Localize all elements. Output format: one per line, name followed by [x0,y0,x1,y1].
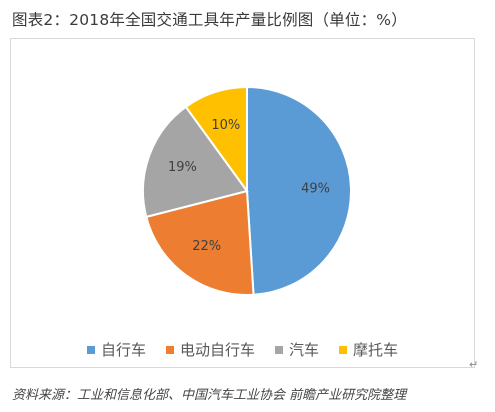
legend-label-2: 电动自行车 [179,341,255,359]
legend-swatch-1 [86,345,95,354]
legend-label-1: 自行车 [100,341,146,359]
pie-slice-1 [246,85,352,296]
legend-label-4: 摩托车 [353,341,399,359]
chart-title: 图表2：2018年全国交通工具年产量比例图（单位：%） [12,11,407,29]
pie-slice-3 [142,105,249,219]
chart-frame: 49% 22% 19% 10% 自行车 电动自行车 汽车 摩托车 [10,38,475,368]
legend-swatch-3 [275,345,283,354]
legend-label-3: 汽车 [289,341,320,359]
legend-item-4: 摩托车 [339,339,398,360]
pie-data-label-2: 22% [192,239,221,254]
pie-data-label-4: 10% [211,118,240,133]
legend-item-1: 自行车 [86,339,146,360]
pie-slice-4 [184,85,248,195]
legend-swatch-2 [165,345,174,354]
source-note: 资料来源：工业和信息化部、中国汽车工业协会 前瞻产业研究院整理 [12,388,407,403]
pie-slice-2 [145,189,255,296]
pie-data-label-3: 19% [168,160,197,175]
legend-item-2: 电动自行车 [165,339,255,360]
return-mark: ↵ [469,358,479,371]
chart-legend: 自行车 电动自行车 汽车 摩托车 [11,339,474,360]
pie-data-label-1: 49% [301,181,330,196]
legend-swatch-4 [339,345,348,354]
pie-chart: 49% 22% 19% 10% [142,85,352,296]
legend-item-3: 汽车 [275,339,319,360]
